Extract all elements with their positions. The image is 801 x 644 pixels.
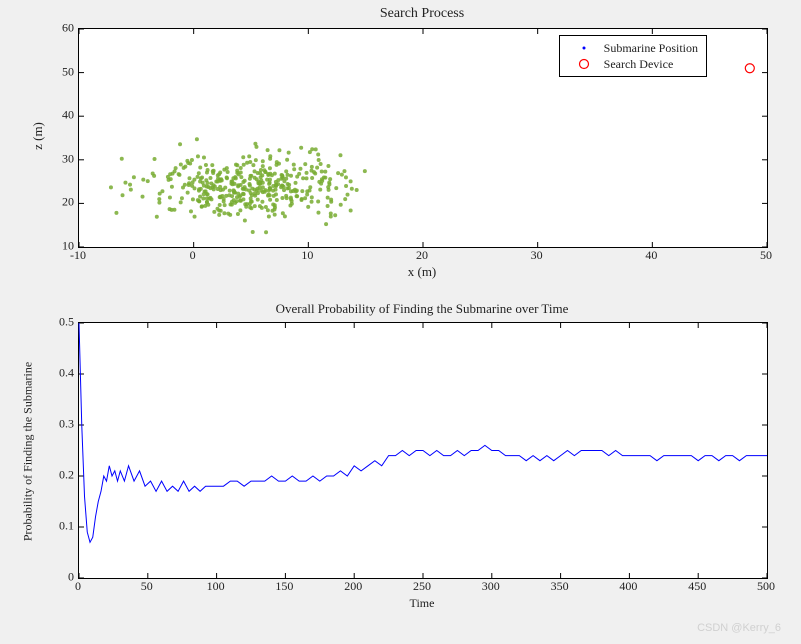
top-chart-legend: Submarine PositionSearch Device <box>559 35 707 77</box>
top-chart-ytick: 20 <box>50 195 74 210</box>
legend-marker <box>564 41 604 55</box>
bottom-chart-ytick: 0.5 <box>44 315 74 330</box>
top-chart-ytick: 60 <box>50 21 74 36</box>
top-chart-axes: Submarine PositionSearch Device <box>78 28 768 248</box>
legend-label: Submarine Position <box>604 40 698 56</box>
bottom-chart-xtick: 250 <box>413 579 431 594</box>
bottom-chart-axes <box>78 322 768 579</box>
legend-entry: Submarine Position <box>564 40 698 56</box>
bottom-chart-svg <box>79 323 767 578</box>
bottom-chart-xtick: 100 <box>207 579 225 594</box>
top-chart-ytick: 10 <box>50 239 74 254</box>
top-chart-xtick: 0 <box>190 248 196 263</box>
bottom-chart-ytick: 0.1 <box>44 519 74 534</box>
bottom-chart-xtick: 400 <box>619 579 637 594</box>
figure: Search Process Submarine PositionSearch … <box>8 6 793 638</box>
bottom-chart-ytick: 0 <box>44 570 74 585</box>
bottom-chart-xtick: 50 <box>141 579 153 594</box>
bottom-chart-xtick: 350 <box>551 579 569 594</box>
bottom-chart-ytick: 0.2 <box>44 468 74 483</box>
bottom-chart-xtick: 150 <box>275 579 293 594</box>
top-chart-xtick: 30 <box>531 248 543 263</box>
bottom-chart-ytick: 0.4 <box>44 366 74 381</box>
legend-marker <box>564 57 604 71</box>
bottom-chart-ytick: 0.3 <box>44 417 74 432</box>
bottom-chart-ylabel: Probability of Finding the Submarine <box>21 292 36 612</box>
top-chart-ylabel: z (m) <box>30 96 46 176</box>
top-chart-xtick: 20 <box>416 248 428 263</box>
bottom-chart-title: Overall Probability of Finding the Subma… <box>78 301 766 317</box>
top-chart-xlabel: x (m) <box>78 264 766 280</box>
bottom-chart-xtick: 300 <box>482 579 500 594</box>
top-chart-ytick: 40 <box>50 108 74 123</box>
top-chart-ytick: 50 <box>50 64 74 79</box>
legend-label: Search Device <box>604 56 674 72</box>
watermark: CSDN @Kerry_6 <box>697 622 781 634</box>
bottom-chart-xtick: 200 <box>344 579 362 594</box>
top-chart-ytick: 30 <box>50 151 74 166</box>
legend-entry: Search Device <box>564 56 698 72</box>
bottom-chart-xlabel: Time <box>78 596 766 611</box>
bottom-chart-xtick: 500 <box>757 579 775 594</box>
bottom-chart-xtick: 0 <box>75 579 81 594</box>
bottom-chart-xtick: 450 <box>688 579 706 594</box>
top-chart-xtick: 50 <box>760 248 772 263</box>
top-chart-title: Search Process <box>78 6 766 22</box>
top-chart-xtick: 40 <box>645 248 657 263</box>
top-chart-xtick: 10 <box>301 248 313 263</box>
